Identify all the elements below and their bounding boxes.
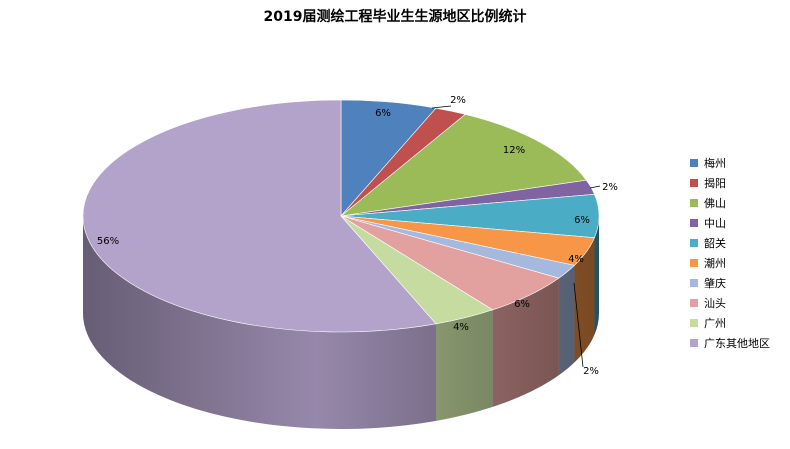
legend-label: 佛山 [704, 197, 726, 210]
legend-swatch [690, 239, 698, 247]
legend-item-梅州: 梅州 [690, 153, 770, 173]
legend-label: 中山 [704, 217, 726, 230]
data-label-梅州: 6% [375, 108, 391, 119]
legend: 梅州揭阳佛山中山韶关潮州肇庆汕头广州广东其他地区 [690, 153, 770, 353]
legend-item-广州: 广州 [690, 313, 770, 333]
data-label-潮州: 4% [568, 254, 584, 265]
data-label-中山: 2% [602, 182, 618, 193]
leader-line-揭阳 [431, 105, 452, 109]
legend-swatch [690, 339, 698, 347]
pie-side-shading-overlay [82, 216, 600, 430]
data-label-汕头: 6% [514, 299, 530, 310]
data-label-广东其他地区: 56% [97, 236, 119, 247]
legend-label: 汕头 [704, 297, 726, 310]
legend-swatch [690, 159, 698, 167]
legend-label: 潮州 [704, 257, 726, 270]
legend-item-韶关: 韶关 [690, 233, 770, 253]
legend-swatch [690, 219, 698, 227]
legend-label: 广州 [704, 317, 726, 330]
pie-side-shading [82, 216, 600, 430]
legend-item-潮州: 潮州 [690, 253, 770, 273]
data-label-佛山: 12% [503, 145, 525, 156]
legend-swatch [690, 279, 698, 287]
legend-item-汕头: 汕头 [690, 293, 770, 313]
legend-label: 揭阳 [704, 177, 726, 190]
leader-line-肇庆 [573, 282, 584, 368]
legend-label: 韶关 [704, 237, 726, 250]
leader-line-中山 [589, 185, 601, 189]
legend-item-中山: 中山 [690, 213, 770, 233]
pie-slice-广东其他地区 [82, 99, 437, 333]
data-label-肇庆: 2% [583, 366, 599, 377]
legend-label: 肇庆 [704, 277, 726, 290]
data-label-揭阳: 2% [450, 95, 466, 106]
pie-labels: 6% 2% 12% 2% 6% 4% 2% 6% 4% 56% [97, 95, 618, 377]
pie-slice-佛山 [339, 114, 587, 217]
legend-swatch [690, 299, 698, 307]
legend-label: 广东其他地区 [704, 337, 770, 350]
chart-title: 2019届测绘工程毕业生生源地区比例统计 [263, 9, 527, 25]
legend-item-广东其他地区: 广东其他地区 [690, 333, 770, 353]
legend-swatch [690, 199, 698, 207]
legend-swatch [690, 259, 698, 267]
legend-label: 梅州 [704, 157, 726, 170]
data-label-韶关: 6% [574, 215, 590, 226]
legend-item-肇庆: 肇庆 [690, 273, 770, 293]
legend-item-揭阳: 揭阳 [690, 173, 770, 193]
pie-tops [82, 99, 600, 333]
legend-item-佛山: 佛山 [690, 193, 770, 213]
data-label-广州: 4% [453, 322, 469, 333]
legend-swatch [690, 319, 698, 327]
legend-swatch [690, 179, 698, 187]
